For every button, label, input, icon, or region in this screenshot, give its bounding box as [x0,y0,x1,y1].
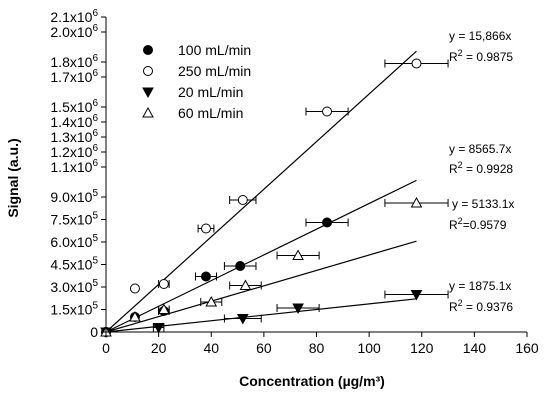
x-tick-label: 0 [102,340,110,356]
legend-label: 100 mL/min [178,42,251,58]
y-tick-label: 1.1x106 [50,158,98,175]
legend-label: 20 mL/min [178,84,243,100]
x-tick-label: 100 [357,340,381,356]
fit-annotations: y = 8565.7x R2 = 0.9928 y = 15,866x R2 = 0.… [449,29,514,314]
x-tick-label: 40 [203,340,219,356]
y-tick-label: 2.1x106 [50,8,98,25]
legend: 100 mL/min 250 mL/min 20 mL/min 60 mL/min [142,42,251,121]
error-bars [152,59,449,332]
legend-label: 60 mL/min [178,105,243,121]
fit-lines [105,50,417,333]
data-point-20-ml-min [152,323,165,334]
data-point-250-ml-min [200,223,211,234]
legend-marker [143,66,153,76]
data-point-250-ml-min [411,58,422,69]
x-axis-title: Concentration (µg/m³) [239,373,385,389]
y-tick-label: 7.5x105 [50,211,98,228]
fit-equation: y = 15,866x [449,29,511,43]
fit-r-squared: R2 = 0.9875 [449,48,513,64]
fit-equation: y = 1875.1x [449,279,511,293]
y-tick-label: 0 [90,324,98,340]
data-point-250-ml-min [158,279,169,289]
data-point-60-ml-min [239,279,252,290]
x-tick-label: 80 [309,340,325,356]
y-tick-label: 4.5x105 [50,256,98,273]
fit-line-250-ml-min [105,50,417,333]
x-tick-label: 20 [151,340,167,356]
data-point-60-ml-min [410,196,423,208]
fit-equation: y = 5133.1x [452,197,514,211]
data-point-20-ml-min [292,303,304,315]
fit-r-squared: R2 = 0.9928 [449,160,513,176]
legend-marker [143,45,153,55]
y-tick-label: 9.0x105 [50,188,98,205]
data-point-20-ml-min [410,290,423,301]
data-point-250-ml-min [237,195,248,205]
data-point-60-ml-min [129,310,141,322]
x-tick-label: 120 [410,340,434,356]
data-point-250-ml-min [129,283,140,294]
data-point-250-ml-min [322,106,333,117]
y-tick-label: 3.0x105 [50,278,98,295]
x-tick-label: 160 [515,340,539,356]
y-tick-label: 6.0x105 [50,233,98,250]
data-point-100-ml-min [322,217,333,228]
x-tick-label: 60 [256,340,272,356]
data-point-60-ml-min [158,303,170,314]
fit-line-100-ml-min [105,179,417,333]
x-tick-label: 140 [463,340,487,356]
data-point-20-ml-min [236,314,249,325]
y-axis-title: Signal (a.u.) [5,138,21,217]
fit-r-squared: R2 = 0.9376 [449,298,513,314]
fit-equation: y = 8565.7x [449,142,511,156]
data-point-60-ml-min [292,249,304,260]
data-point-100-ml-min [200,271,211,282]
fit-r-squared: R2=0.9579 [449,216,507,232]
y-tick-label: 1.5x105 [50,301,98,318]
tick-marks [101,16,528,337]
tick-labels: 0 20 40 60 80 100 120 140 160 0 1.5x105 3.0x105 4.5x… [50,8,539,356]
y-tick-label: 1.8x106 [50,53,98,70]
legend-marker [142,106,154,118]
y-tick-label: 1.5x106 [50,98,98,115]
data-point-100-ml-min [235,261,246,271]
y-tick-label: 1.3x106 [50,128,98,145]
data-point-60-ml-min [205,295,218,307]
legend-label: 250 mL/min [178,63,251,79]
legend-marker [142,87,154,99]
y-tick-label: 2.0x106 [50,23,98,40]
data-markers [100,58,423,339]
y-tick-label: 1.7x106 [50,68,98,85]
y-tick-label: 1.2x106 [50,143,98,160]
y-tick-label: 1.4x106 [50,113,98,130]
